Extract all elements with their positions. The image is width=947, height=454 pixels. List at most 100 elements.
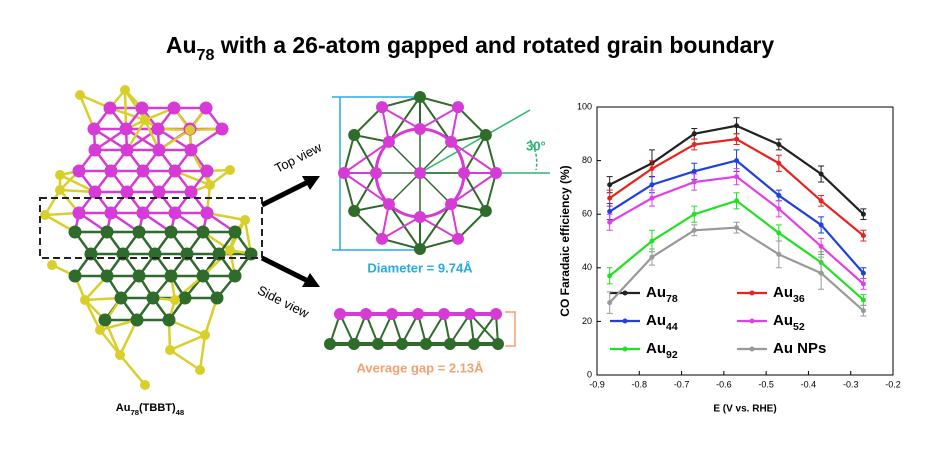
bond — [457, 210, 487, 240]
atom — [75, 90, 85, 100]
top-view-drawing — [332, 91, 550, 255]
marker — [734, 136, 740, 142]
marker — [860, 281, 866, 287]
atom — [72, 164, 86, 178]
atom — [132, 225, 146, 239]
atom — [324, 338, 336, 350]
title: Au78 with a 26-atom gapped and rotated g… — [166, 32, 775, 64]
atom — [88, 143, 102, 157]
bond — [449, 313, 471, 345]
marker — [734, 174, 740, 180]
marker — [607, 300, 613, 306]
marker — [607, 195, 613, 201]
bond — [343, 172, 356, 212]
atom — [178, 291, 192, 305]
atom — [225, 165, 235, 175]
bond — [388, 172, 421, 205]
marker — [818, 243, 824, 249]
atom — [225, 245, 235, 255]
atom — [382, 198, 395, 211]
bond — [463, 134, 487, 174]
cluster-drawing — [40, 85, 258, 390]
marker — [818, 198, 824, 204]
marker — [649, 195, 655, 201]
atom — [240, 215, 250, 225]
marker — [734, 123, 740, 129]
atom — [184, 143, 198, 157]
bond — [169, 333, 206, 352]
bond — [484, 134, 497, 174]
atom — [479, 129, 492, 141]
legend-label: Au78 — [646, 284, 678, 305]
atom — [468, 338, 480, 350]
y-tick-label: 20 — [582, 316, 592, 326]
bond — [123, 89, 128, 130]
cluster-caption: Au78(TBBT)48 — [116, 402, 185, 417]
marker — [691, 179, 697, 185]
atom — [120, 143, 134, 157]
side-view-label: Side view — [255, 282, 312, 321]
atom — [55, 185, 65, 195]
atom — [376, 232, 388, 245]
marker — [860, 308, 866, 314]
marker — [734, 198, 740, 204]
marker — [860, 211, 866, 217]
atom — [452, 232, 464, 245]
legend-label: Au92 — [646, 340, 678, 361]
legend-label: Au36 — [773, 284, 805, 305]
atom — [98, 313, 112, 327]
bond — [198, 334, 207, 371]
atom — [382, 135, 395, 148]
arrows — [260, 176, 320, 287]
angle-label: 30° — [526, 138, 546, 153]
atom — [152, 143, 166, 157]
atom — [87, 122, 101, 136]
atom — [370, 167, 382, 179]
plot-frame — [596, 106, 894, 376]
atom — [115, 350, 125, 360]
atom — [376, 101, 388, 114]
legend-marker — [749, 290, 755, 296]
atom — [168, 164, 182, 178]
bond — [99, 329, 121, 356]
marker — [607, 273, 613, 279]
atom — [95, 325, 105, 335]
bond — [419, 106, 459, 130]
atom — [151, 122, 165, 136]
atom — [396, 338, 408, 350]
atom — [168, 206, 182, 220]
bond — [169, 348, 201, 372]
selection-box — [39, 197, 263, 259]
atom — [195, 365, 205, 375]
atom — [100, 225, 114, 239]
atom — [412, 308, 424, 320]
bond — [381, 106, 421, 130]
legend-marker — [622, 346, 628, 352]
marker — [691, 142, 697, 148]
marker — [649, 182, 655, 188]
atom — [200, 206, 214, 220]
legend-marker — [622, 318, 628, 324]
marker — [860, 297, 866, 303]
atom — [445, 135, 458, 148]
atom — [200, 330, 210, 340]
atom — [72, 206, 86, 220]
x-tick-label: -0.3 — [843, 379, 859, 389]
legend-marker — [749, 346, 755, 352]
x-tick-label: -0.7 — [674, 379, 690, 389]
marker — [776, 251, 782, 257]
marker — [818, 270, 824, 276]
atom — [196, 269, 210, 283]
atom — [438, 308, 450, 320]
atom — [164, 225, 178, 239]
atom — [414, 243, 426, 255]
y-tick-label: 40 — [582, 262, 592, 272]
marker — [691, 211, 697, 217]
atom — [119, 122, 133, 136]
marker — [607, 182, 613, 188]
bond — [83, 299, 102, 331]
bond — [119, 354, 146, 386]
x-tick-label: -0.4 — [801, 379, 817, 389]
marker — [818, 171, 824, 177]
bond — [353, 210, 383, 240]
